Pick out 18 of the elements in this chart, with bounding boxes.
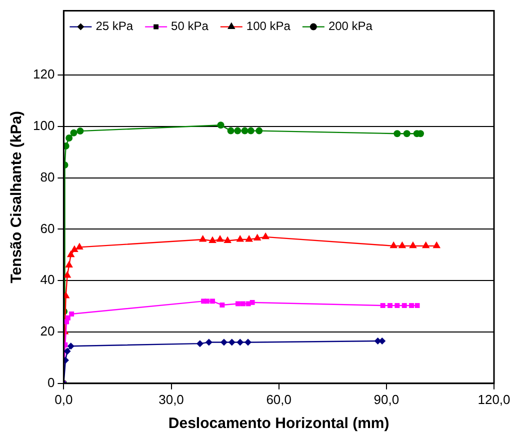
legend-label: 25 kPa	[96, 19, 134, 34]
x-tick-label: 30,0	[158, 392, 184, 407]
x-tick-label: 120,0	[478, 392, 510, 407]
y-tick-label: 80	[40, 169, 55, 184]
y-tick-label: 20	[40, 324, 55, 339]
y-tick-label: 40	[40, 272, 55, 288]
y-tick-label: 0	[47, 374, 55, 390]
y-tick-label: 60	[40, 220, 55, 236]
y-tick-label: 100	[32, 118, 55, 134]
x-tick-label: 90,0	[374, 392, 400, 407]
y-axis-title: Tensão Cisalhante (kPa)	[8, 110, 26, 284]
legend-label: 200 kPa	[328, 19, 373, 34]
x-tick-label: 0,0	[54, 392, 73, 407]
x-tick-label: 60,0	[266, 392, 292, 407]
legend-label: 50 kPa	[171, 19, 209, 34]
x-axis-title: Deslocamento Horizontal (mm)	[168, 415, 390, 432]
legend-label: 100 kPa	[246, 19, 291, 34]
y-tick-label: 120	[32, 66, 55, 82]
